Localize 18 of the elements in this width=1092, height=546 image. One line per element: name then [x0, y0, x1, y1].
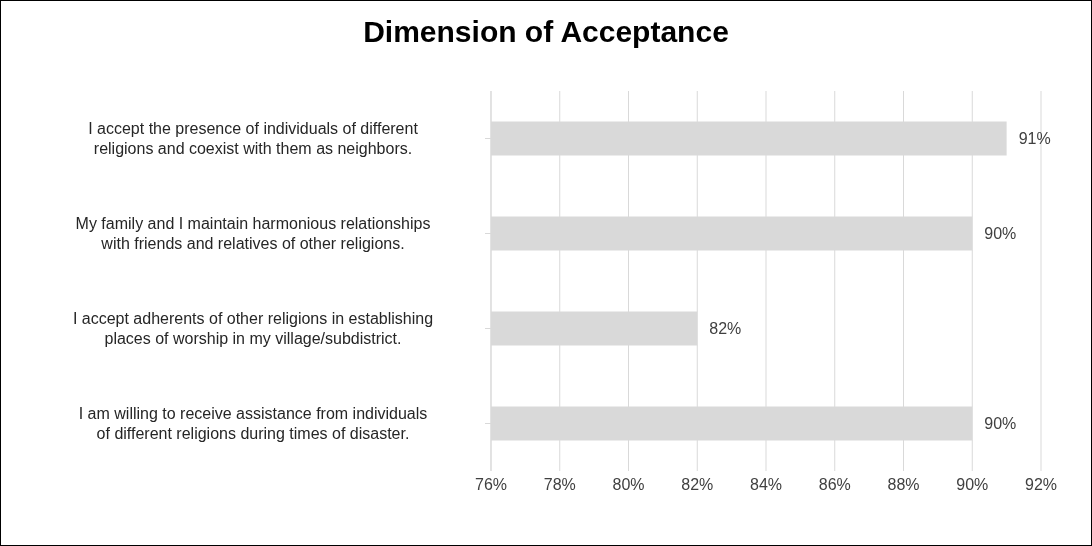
x-tick-label: 92% [1024, 476, 1058, 494]
x-tick-label: 82% [681, 476, 714, 494]
x-tick-label: 88% [887, 476, 920, 494]
y-tick-label: I accept adherents of other religions in establishing places of worship in my village/subdistrict. [72, 309, 434, 347]
y-tick-label: I am willing to receive assistance from individuals of different religions during times of disaster. [78, 404, 428, 442]
x-tick-label: 90% [956, 476, 989, 494]
y-tick-label: I accept the presence of individuals of different religions and coexist with them as neighbors. [88, 119, 419, 157]
data-label: 82% [709, 320, 742, 338]
x-tick-label: 78% [543, 476, 576, 494]
x-tick-label: 76% [474, 476, 508, 494]
data-label: 91% [1018, 130, 1051, 148]
x-tick-label: 84% [749, 476, 783, 494]
data-label: 90% [984, 225, 1017, 243]
y-tick-label: My family and I maintain harmonious relationships with friends and relatives of other religions. [75, 214, 431, 252]
x-tick-label: 80% [612, 476, 645, 494]
data-label: 90% [984, 415, 1017, 433]
x-tick-label: 86% [818, 476, 851, 494]
chart-title: Dimension of Acceptance [362, 15, 730, 50]
